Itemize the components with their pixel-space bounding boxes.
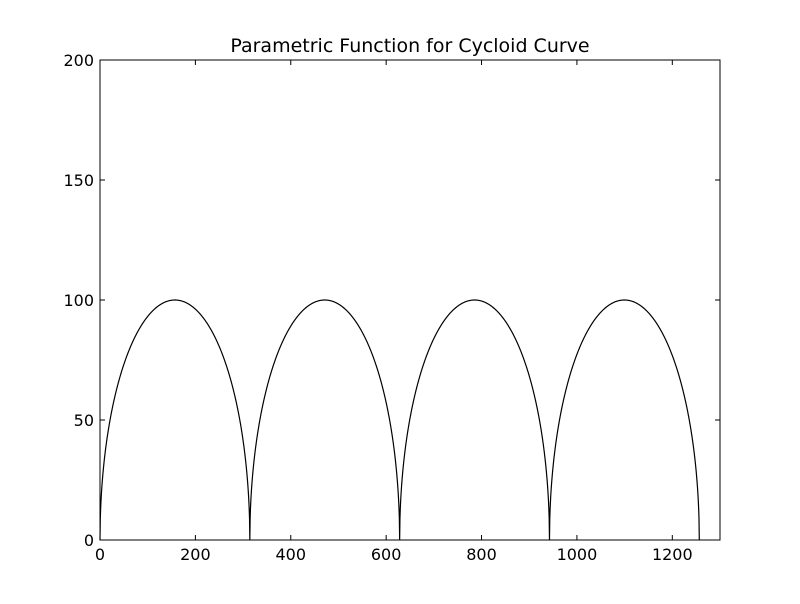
plot-area: 0 200 400 600 800 1000 1200 0 50 100 150 200 — [63, 51, 721, 564]
x-tick-label: 1200 — [652, 545, 693, 564]
y-tick-label: 100 — [63, 291, 94, 310]
x-tick-label: 400 — [275, 545, 306, 564]
series-line-0 — [99, 299, 700, 541]
y-tick-label: 200 — [63, 51, 94, 70]
x-tick-label: 200 — [180, 545, 211, 564]
x-tick-label: 1000 — [557, 545, 598, 564]
chart-title: Parametric Function for Cycloid Curve — [230, 35, 589, 57]
x-tick-label: 800 — [466, 545, 497, 564]
y-tick-label: 50 — [74, 411, 94, 430]
y-tick-label: 150 — [63, 171, 94, 190]
y-tick-label: 0 — [84, 531, 94, 550]
x-tick-label: 600 — [371, 545, 402, 564]
x-tick-label: 0 — [95, 545, 105, 564]
